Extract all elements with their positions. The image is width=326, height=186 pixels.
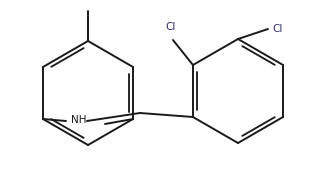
- Text: Cl: Cl: [166, 22, 176, 32]
- Text: NH: NH: [71, 115, 86, 125]
- Text: Cl: Cl: [272, 24, 282, 34]
